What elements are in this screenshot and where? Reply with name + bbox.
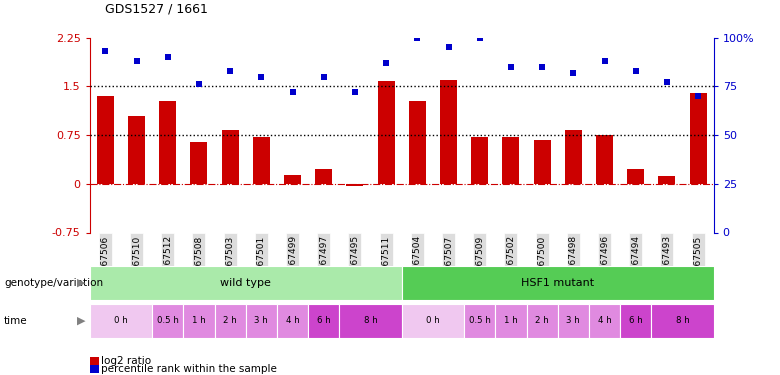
Bar bbox=[502, 137, 519, 184]
Point bbox=[161, 54, 174, 60]
Bar bbox=[183, 304, 214, 338]
Bar bbox=[471, 137, 488, 184]
Text: ▶: ▶ bbox=[77, 316, 86, 326]
Bar bbox=[402, 304, 464, 338]
Bar bbox=[596, 135, 613, 184]
Text: ▶: ▶ bbox=[77, 278, 86, 288]
Bar bbox=[620, 304, 651, 338]
Bar bbox=[90, 304, 152, 338]
Text: 3 h: 3 h bbox=[566, 316, 580, 325]
Point bbox=[349, 89, 361, 95]
Bar bbox=[339, 304, 402, 338]
Point bbox=[286, 89, 299, 95]
Text: 2 h: 2 h bbox=[535, 316, 549, 325]
Bar bbox=[495, 304, 526, 338]
Text: 6 h: 6 h bbox=[629, 316, 643, 325]
Bar bbox=[246, 304, 277, 338]
Bar bbox=[534, 140, 551, 184]
Point bbox=[99, 48, 112, 54]
Point bbox=[473, 34, 486, 40]
Text: 2 h: 2 h bbox=[223, 316, 237, 325]
Point bbox=[411, 34, 424, 40]
Text: 0 h: 0 h bbox=[426, 316, 440, 325]
Text: HSF1 mutant: HSF1 mutant bbox=[521, 278, 594, 288]
Bar bbox=[690, 93, 707, 184]
Text: 0.5 h: 0.5 h bbox=[469, 316, 491, 325]
Bar bbox=[464, 304, 495, 338]
Bar bbox=[308, 304, 339, 338]
Point bbox=[193, 81, 205, 87]
Bar bbox=[152, 304, 183, 338]
Point bbox=[130, 58, 143, 64]
Bar bbox=[565, 130, 582, 184]
Text: 4 h: 4 h bbox=[285, 316, 300, 325]
Point bbox=[380, 60, 392, 66]
Point bbox=[598, 58, 611, 64]
Text: 1 h: 1 h bbox=[504, 316, 518, 325]
Text: 3 h: 3 h bbox=[254, 316, 268, 325]
Text: 8 h: 8 h bbox=[675, 316, 690, 325]
Bar bbox=[526, 304, 558, 338]
Text: 8 h: 8 h bbox=[363, 316, 378, 325]
Bar bbox=[128, 116, 145, 184]
Text: GDS1527 / 1661: GDS1527 / 1661 bbox=[105, 2, 208, 15]
Point bbox=[505, 64, 517, 70]
Point bbox=[661, 80, 673, 86]
Bar bbox=[277, 304, 308, 338]
Bar bbox=[658, 176, 675, 184]
Bar bbox=[558, 304, 589, 338]
Bar bbox=[651, 304, 714, 338]
Text: wild type: wild type bbox=[220, 278, 271, 288]
Bar bbox=[284, 175, 301, 184]
Bar bbox=[402, 266, 714, 300]
Point bbox=[442, 44, 455, 50]
Bar bbox=[346, 184, 363, 186]
Bar bbox=[378, 81, 395, 184]
Bar bbox=[627, 170, 644, 184]
Text: 4 h: 4 h bbox=[597, 316, 612, 325]
Text: 0 h: 0 h bbox=[114, 316, 128, 325]
Bar bbox=[90, 266, 402, 300]
Point bbox=[567, 70, 580, 76]
Text: percentile rank within the sample: percentile rank within the sample bbox=[101, 364, 277, 374]
Point bbox=[629, 68, 642, 74]
Point bbox=[317, 74, 330, 80]
Point bbox=[255, 74, 268, 80]
Bar bbox=[589, 304, 620, 338]
Bar bbox=[222, 130, 239, 184]
Bar bbox=[409, 101, 426, 184]
Point bbox=[692, 93, 704, 99]
Bar bbox=[215, 304, 246, 338]
Point bbox=[224, 68, 236, 74]
Point bbox=[536, 64, 548, 70]
Bar bbox=[315, 170, 332, 184]
Bar bbox=[440, 80, 457, 184]
Text: genotype/variation: genotype/variation bbox=[4, 278, 103, 288]
Text: 1 h: 1 h bbox=[192, 316, 206, 325]
Bar bbox=[159, 100, 176, 184]
Bar bbox=[97, 96, 114, 184]
Text: 0.5 h: 0.5 h bbox=[157, 316, 179, 325]
Text: time: time bbox=[4, 316, 27, 326]
Text: 6 h: 6 h bbox=[317, 316, 331, 325]
Bar bbox=[253, 137, 270, 184]
Bar bbox=[190, 141, 207, 184]
Text: log2 ratio: log2 ratio bbox=[101, 357, 151, 366]
